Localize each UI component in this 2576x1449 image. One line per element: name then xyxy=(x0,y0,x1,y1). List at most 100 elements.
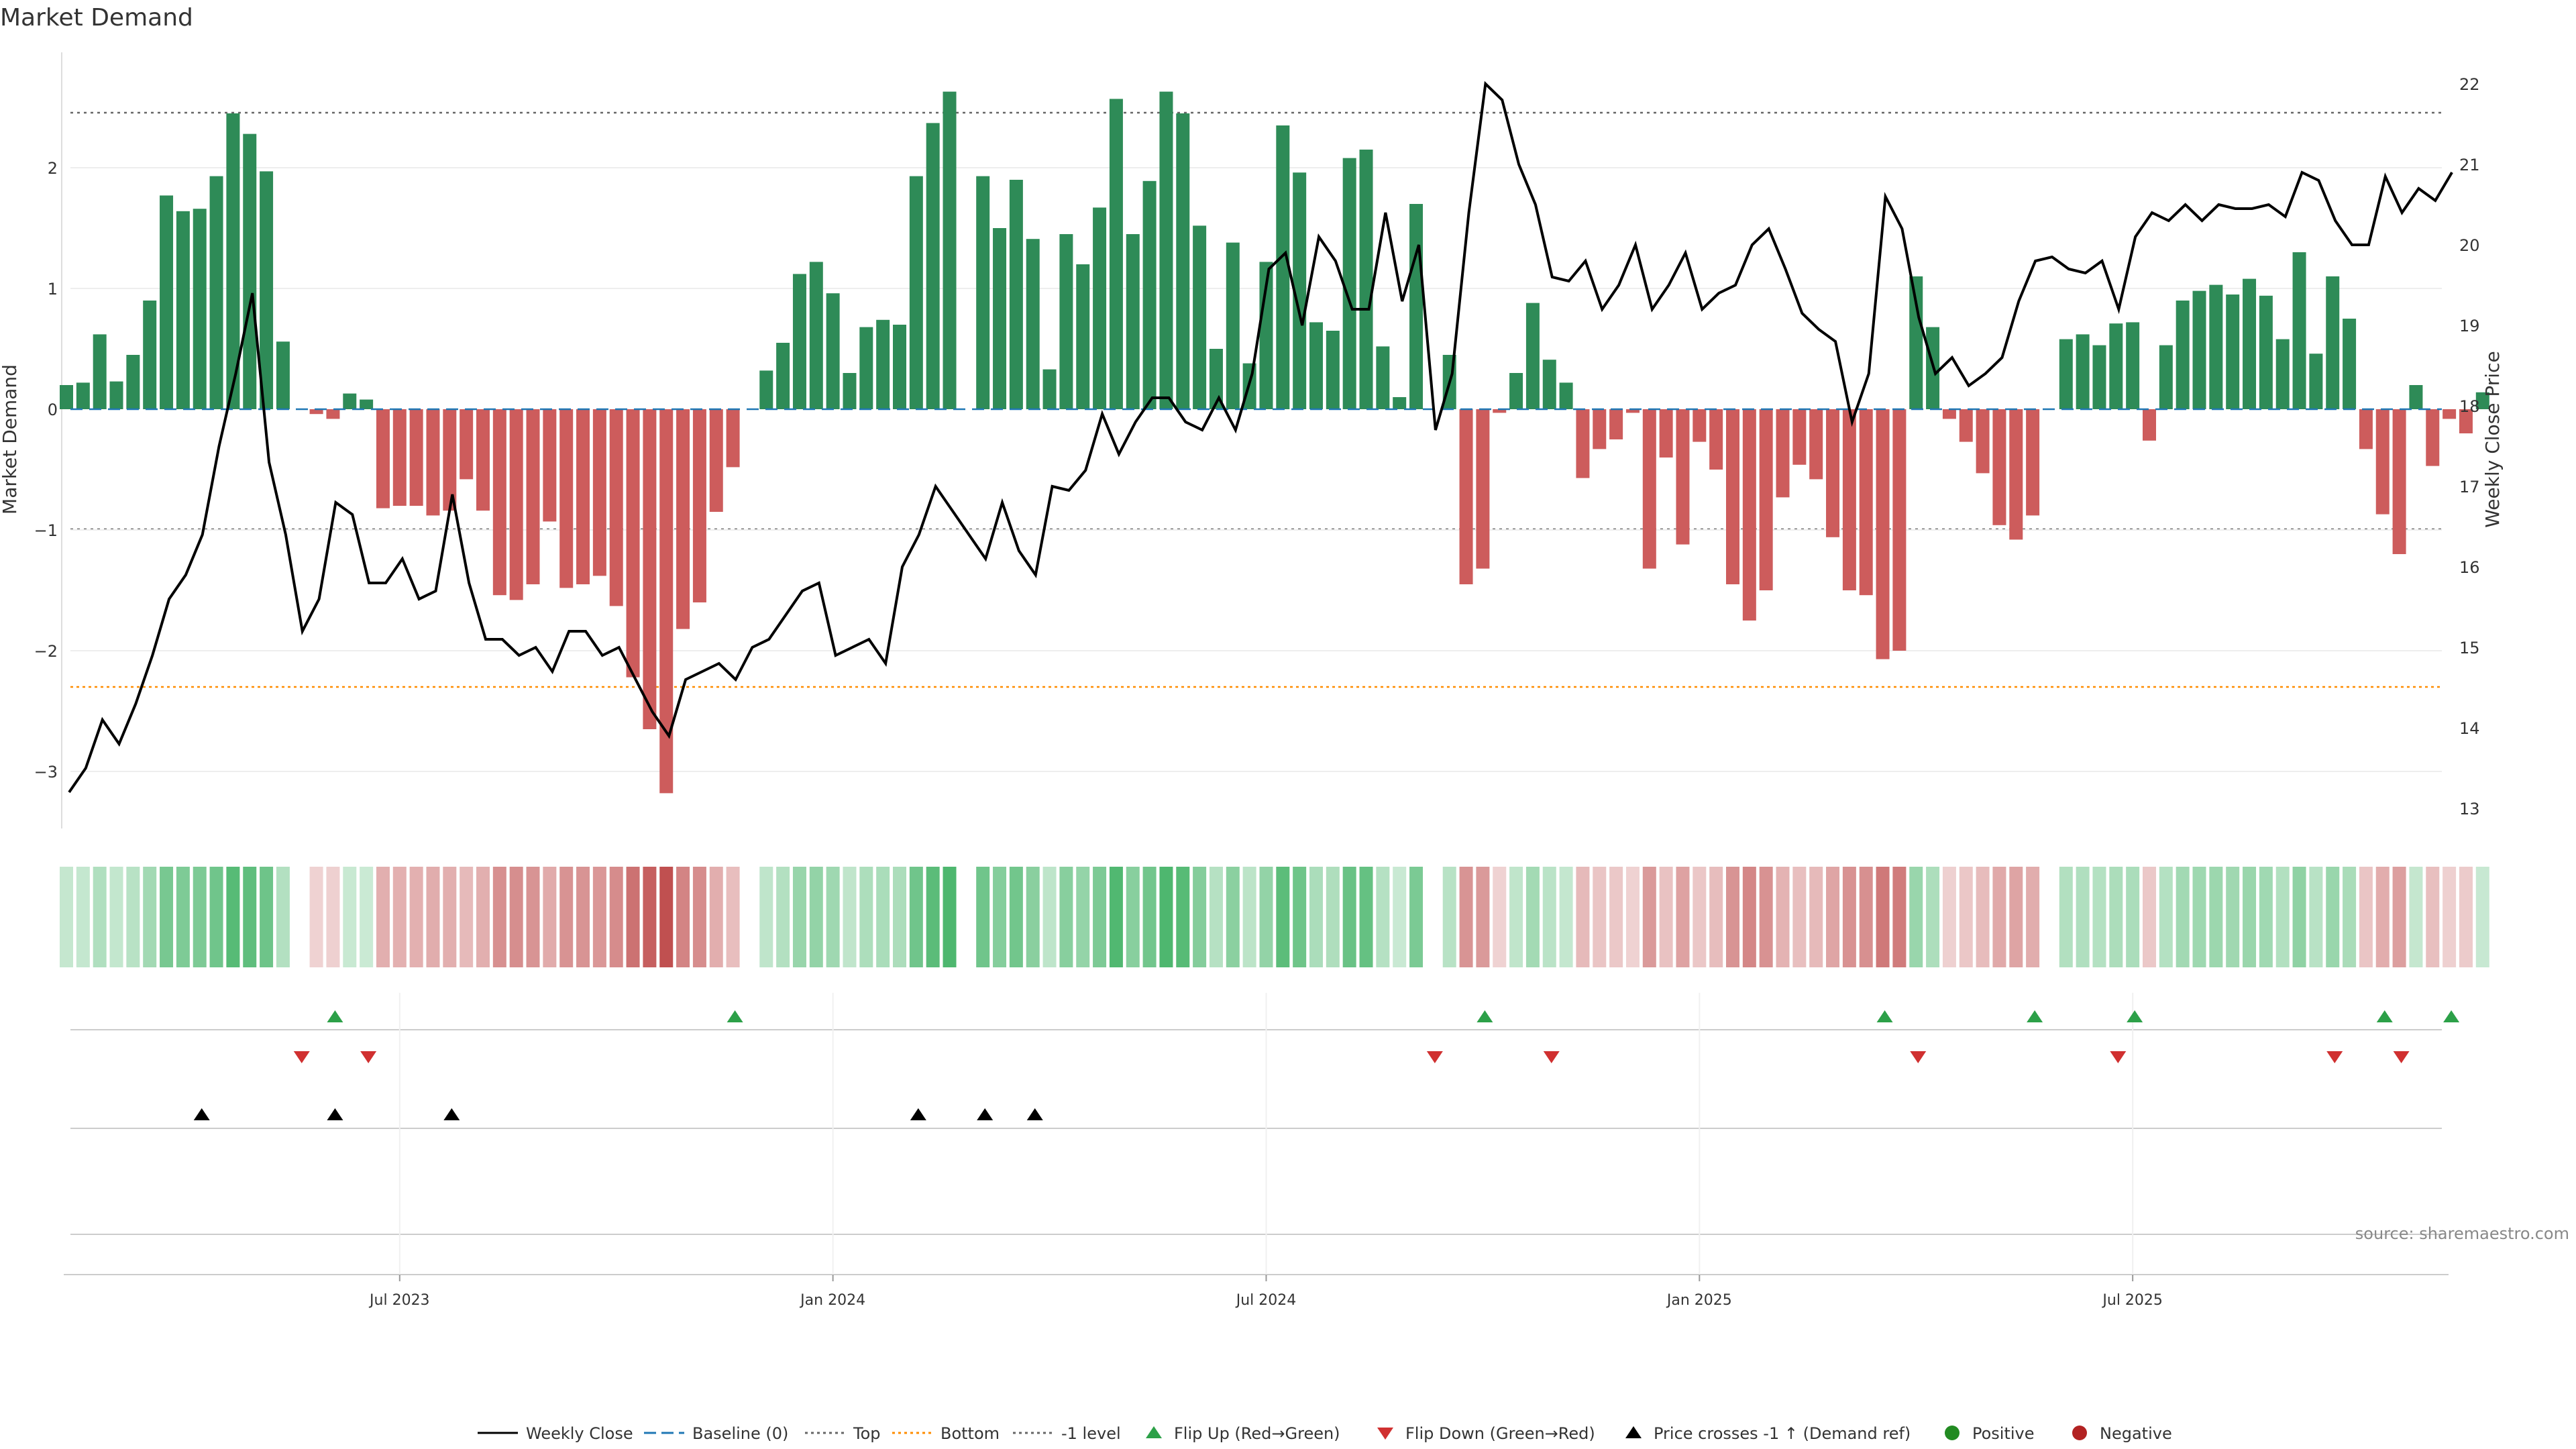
heat-cell xyxy=(826,867,840,967)
demand-bar-positive xyxy=(109,381,123,409)
heat-cell xyxy=(1159,867,1173,967)
legend-item: -1 level xyxy=(1013,1424,1121,1443)
demand-bar-positive xyxy=(2126,322,2140,409)
flip-up-marker xyxy=(2376,1010,2393,1022)
heat-cell xyxy=(2259,867,2273,967)
weekly-close-line xyxy=(68,80,2453,794)
legend-label: Baseline (0) xyxy=(692,1424,788,1443)
legend-item: Negative xyxy=(2072,1424,2172,1443)
y-tick-label-left: 0 xyxy=(48,400,58,419)
y-tick-label-right: 19 xyxy=(2459,317,2480,335)
heat-cell xyxy=(1525,867,1540,967)
x-tick-label: Jan 2024 xyxy=(799,1292,865,1309)
heat-cell xyxy=(643,867,657,967)
demand-bar-positive xyxy=(2243,278,2257,409)
demand-bar-negative xyxy=(1659,409,1673,458)
demand-bar-negative xyxy=(676,409,690,629)
demand-bar-positive xyxy=(1076,264,1090,409)
heat-cell xyxy=(626,867,640,967)
heat-cell xyxy=(109,867,123,967)
y-tick-label-right: 13 xyxy=(2459,800,2480,818)
demand-bar-negative xyxy=(2009,409,2023,540)
heat-cell xyxy=(609,867,623,967)
heat-cell xyxy=(1142,867,1157,967)
demand-bar-negative xyxy=(2026,409,2040,516)
heat-cell xyxy=(1709,867,1723,967)
flip-down-marker xyxy=(2393,1051,2410,1063)
demand-bar-negative xyxy=(1776,409,1790,498)
heat-cell xyxy=(2209,867,2223,967)
demand-bar-positive xyxy=(243,133,257,409)
demand-bar-positive xyxy=(1176,113,1190,409)
heat-cell xyxy=(1909,867,1923,967)
heat-cell xyxy=(926,867,940,967)
heat-cell xyxy=(1826,867,1840,967)
heat-cell xyxy=(1726,867,1739,967)
chart-title: Market Demand xyxy=(0,4,193,32)
demand-bar-positive xyxy=(2309,354,2323,409)
demand-bar-positive xyxy=(893,325,906,409)
heat-cell xyxy=(2326,867,2340,967)
demand-bar-positive xyxy=(2409,385,2423,409)
y-tick-label-left: 2 xyxy=(48,159,58,178)
demand-bar-negative xyxy=(576,409,590,584)
demand-bar-negative xyxy=(659,409,674,794)
heat-cell xyxy=(759,867,773,967)
demand-bar-positive xyxy=(93,334,107,409)
demand-bar-positive xyxy=(2176,301,2190,409)
heat-cell xyxy=(2392,867,2406,967)
demand-bar-negative xyxy=(392,409,407,506)
heat-cell xyxy=(193,867,207,967)
heat-cell xyxy=(1342,867,1356,967)
heat-cell xyxy=(1576,867,1590,967)
demand-bar-negative xyxy=(692,409,706,602)
demand-bar-positive xyxy=(226,113,240,409)
demand-bar-negative xyxy=(1992,409,2006,525)
flip-down-marker xyxy=(2326,1051,2343,1063)
demand-bar-positive xyxy=(76,382,90,409)
demand-bar-negative xyxy=(2392,409,2406,554)
heat-cell xyxy=(243,867,257,967)
demand-bar-positive xyxy=(143,301,157,409)
demand-bar-positive xyxy=(2192,290,2206,409)
legend-item: Positive xyxy=(1945,1424,2035,1443)
heat-cell xyxy=(2092,867,2106,967)
demand-bar-positive xyxy=(2259,295,2273,409)
demand-bar-negative xyxy=(1726,409,1739,584)
heat-cell xyxy=(1309,867,1323,967)
heat-cell xyxy=(1876,867,1890,967)
heat-cell xyxy=(876,867,890,967)
heat-cell xyxy=(126,867,140,967)
heat-cell xyxy=(859,867,873,967)
demand-bar-negative xyxy=(1476,409,1490,569)
demand-bar-negative xyxy=(1792,409,1807,465)
flip-up-marker xyxy=(327,1010,343,1022)
demand-bar-negative xyxy=(1876,409,1890,659)
heat-cell xyxy=(2459,867,2473,967)
demand-bar-positive xyxy=(826,293,840,409)
heat-cell xyxy=(943,867,957,967)
heat-cell xyxy=(792,867,806,967)
y-tick-label-right: 14 xyxy=(2459,719,2480,738)
demand-bar-negative xyxy=(409,409,423,506)
demand-bar-negative xyxy=(1593,409,1607,449)
heat-cell xyxy=(1376,867,1390,967)
demand-bar-positive xyxy=(2076,334,2090,409)
demand-bar-positive xyxy=(1376,346,1390,409)
heat-cell xyxy=(1593,867,1607,967)
heat-cell xyxy=(1642,867,1656,967)
demand-bar-positive xyxy=(1059,234,1073,409)
heat-cell xyxy=(809,867,823,967)
demand-bar-positive xyxy=(2109,323,2123,409)
demand-bar-negative xyxy=(1976,409,1990,474)
legend-swatch xyxy=(1625,1426,1642,1438)
demand-bar-negative xyxy=(1809,409,1823,480)
demand-bar-positive xyxy=(993,228,1007,409)
demand-bar-positive xyxy=(1042,369,1057,409)
demand-bar-negative xyxy=(443,409,457,511)
heat-cell xyxy=(1042,867,1057,967)
demand-bar-negative xyxy=(1609,409,1623,439)
legend-item: Weekly Close xyxy=(478,1424,633,1443)
heat-cell xyxy=(559,867,574,967)
